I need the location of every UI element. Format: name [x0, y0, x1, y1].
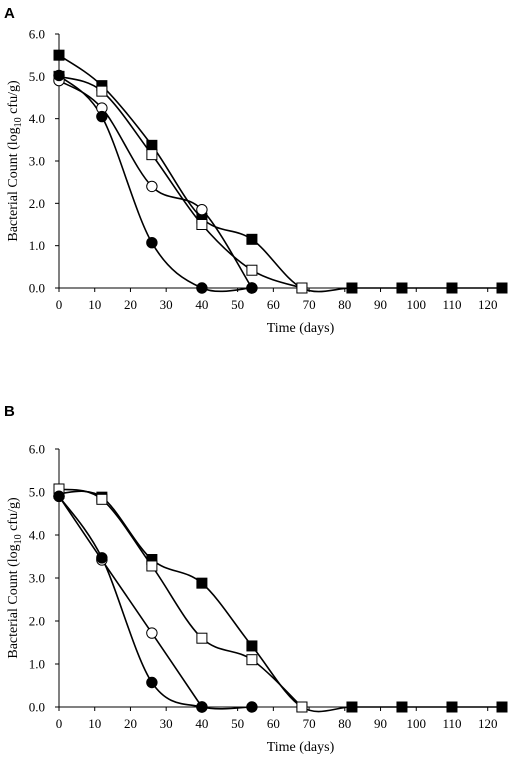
series-line-filled-square [58, 54, 502, 293]
x-tick-label: 30 [160, 716, 173, 731]
data-point-open-square [196, 632, 208, 644]
x-tick-label: 20 [124, 297, 137, 312]
data-point-filled-circle [146, 676, 158, 689]
chart-panel-b: B 0.0 1.0 2.0 3.0 4.0 5.0 6.0 0 10 20 30 40 50 60 70 80 9… [4, 403, 508, 755]
x-tick-label: 70 [303, 297, 316, 312]
series-line-open-circle [58, 495, 203, 708]
y-tick-label: 3.0 [29, 154, 45, 169]
y-tick-label: 3.0 [29, 571, 45, 586]
x-tick-label: 10 [88, 297, 101, 312]
data-point-open-square [96, 493, 108, 505]
series-line-open-square [58, 75, 303, 289]
x-tick-label: 60 [267, 716, 280, 731]
data-point-filled-square [396, 282, 408, 294]
x-tick-label: 100 [407, 297, 427, 312]
x-tick-label: 120 [478, 297, 498, 312]
data-point-open-square [246, 654, 258, 666]
data-point-open-square [146, 560, 158, 572]
data-point-filled-square [446, 282, 458, 294]
x-tick-label: 110 [442, 297, 461, 312]
data-point-filled-circle [53, 69, 65, 82]
data-point-filled-square [346, 701, 358, 713]
x-tick-label: 40 [195, 297, 208, 312]
y-tick-label: 2.0 [29, 196, 45, 211]
data-point-open-square [96, 85, 108, 97]
y-tick-label: 0.0 [29, 281, 45, 296]
data-point-filled-square [246, 640, 258, 652]
data-point-open-circle [146, 627, 158, 639]
y-tick-label: 6.0 [29, 27, 45, 42]
data-point-filled-square [396, 701, 408, 713]
data-point-filled-square [246, 233, 258, 245]
x-axis-title: Time (days) [267, 740, 335, 755]
x-axis-title: Time (days) [267, 321, 335, 336]
data-point-filled-circle [196, 701, 208, 713]
data-point-filled-square [346, 282, 358, 294]
series-line-filled-circle [58, 495, 252, 710]
data-point-filled-square [496, 282, 508, 294]
x-tick-label: 30 [160, 297, 173, 312]
x-tick-label: 40 [195, 716, 208, 731]
y-tick-label: 5.0 [29, 485, 45, 500]
data-point-filled-square [196, 577, 208, 589]
data-point-open-circle [196, 203, 208, 216]
data-point-filled-circle [196, 282, 208, 294]
data-point-open-circle [146, 180, 158, 193]
y-tick-label: 4.0 [29, 528, 45, 543]
data-point-open-square [146, 149, 158, 161]
y-tick-label: 2.0 [29, 614, 45, 629]
x-tick-label: 20 [124, 716, 137, 731]
data-point-filled-circle [53, 490, 65, 502]
data-point-filled-circle [96, 552, 108, 564]
y-tick-label: 5.0 [29, 69, 45, 84]
y-tick-label: 1.0 [29, 657, 45, 672]
series-line-filled-square [58, 490, 502, 713]
x-tick-label: 10 [88, 716, 101, 731]
x-tick-label: 0 [56, 297, 63, 312]
data-point-filled-circle [246, 282, 258, 294]
panel-label: B [4, 403, 15, 420]
y-tick-label: 0.0 [29, 700, 45, 715]
x-tick-label: 120 [478, 716, 498, 731]
data-point-filled-square [496, 701, 508, 713]
x-tick-label: 0 [56, 716, 63, 731]
y-tick-label: 4.0 [29, 111, 45, 126]
data-point-filled-square [446, 701, 458, 713]
data-point-filled-circle [146, 237, 158, 249]
data-point-filled-circle [246, 701, 258, 713]
data-point-open-square [296, 701, 308, 713]
y-axis-title: Bacterial Count (log10 cfu/g) [6, 497, 24, 659]
x-tick-label: 90 [374, 297, 387, 312]
x-tick-label: 60 [267, 297, 280, 312]
x-tick-label: 100 [407, 716, 427, 731]
data-point-filled-square [53, 49, 65, 61]
x-tick-label: 80 [338, 716, 351, 731]
x-tick-label: 50 [231, 716, 244, 731]
y-tick-label: 6.0 [29, 442, 45, 457]
data-point-open-square [246, 264, 258, 276]
chart-panel-a: A 0.0 1.0 2.0 3.0 4.0 5.0 6.0 0 10 20 30 40 50 60 70 80 9… [4, 5, 508, 336]
data-point-open-square [296, 282, 308, 294]
data-point-filled-circle [96, 110, 108, 123]
data-point-filled-square [146, 139, 158, 151]
x-tick-label: 50 [231, 297, 244, 312]
panel-label: A [4, 5, 15, 22]
x-tick-label: 110 [442, 716, 461, 731]
x-tick-label: 90 [374, 716, 387, 731]
x-tick-label: 80 [338, 297, 351, 312]
x-tick-label: 70 [303, 716, 316, 731]
data-point-open-square [196, 219, 208, 230]
y-axis-title: Bacterial Count (log10 cfu/g) [6, 80, 24, 242]
y-tick-label: 1.0 [29, 238, 45, 253]
